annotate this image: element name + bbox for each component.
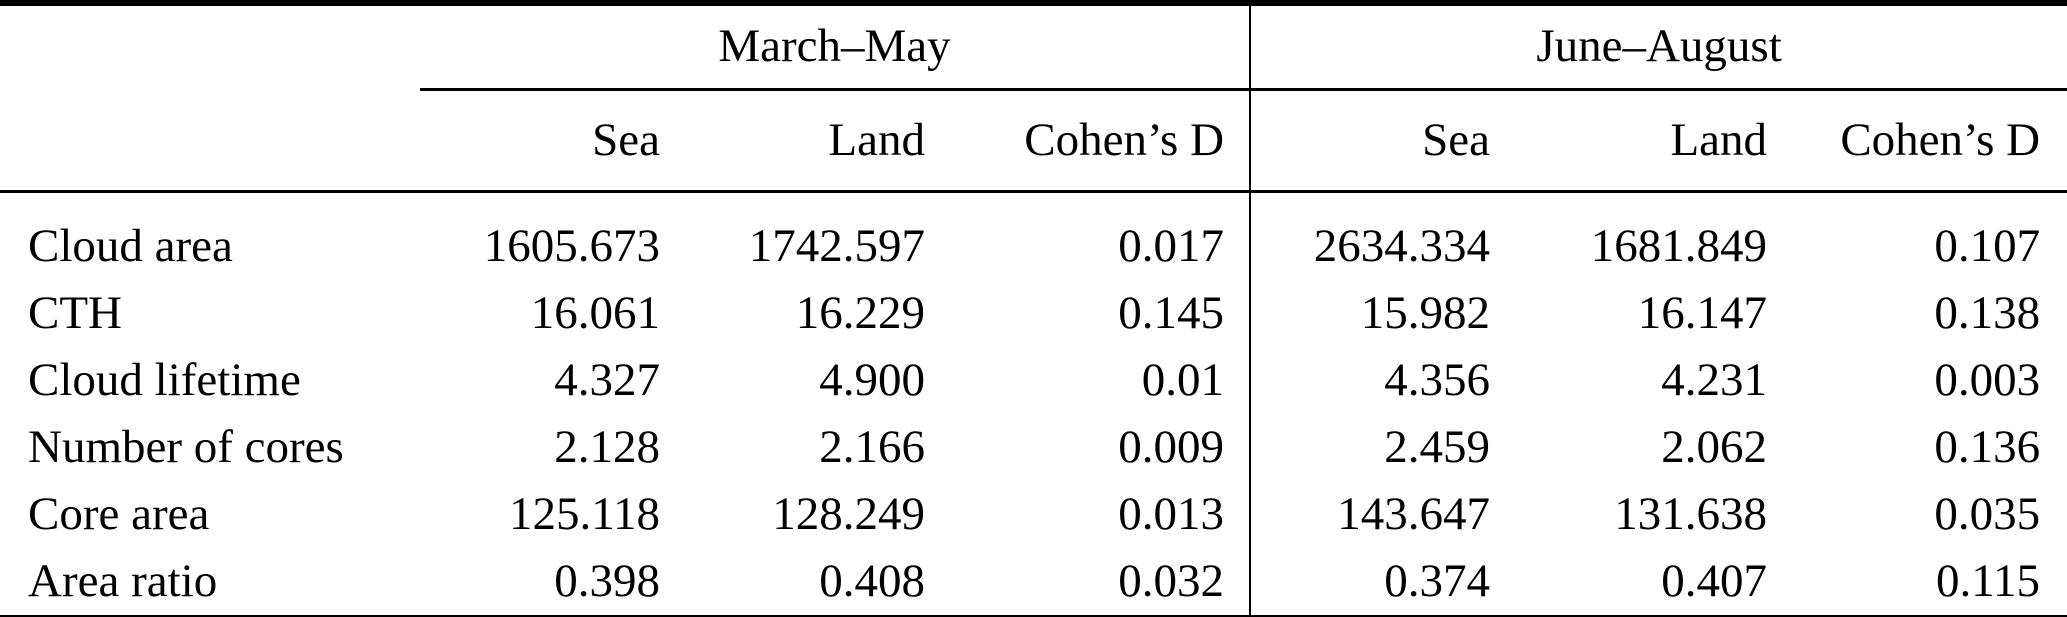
cell-ja-cohens-d: 0.107: [1934, 219, 2041, 272]
row-label: Number of cores: [28, 420, 344, 473]
cell-ja-land: 1681.849: [1590, 219, 1768, 272]
cell-ja-cohens-d: 0.003: [1934, 353, 2041, 406]
cell-mm-sea: 4.327: [554, 353, 660, 406]
corner-cell: [0, 0, 420, 90]
cell-mm-cohens-d: 0.01: [925, 347, 1252, 414]
table-row-core-area: Core area 125.118 128.249 0.013 143.647 …: [0, 481, 2067, 548]
table-row-cloud-lifetime: Cloud lifetime 4.327 4.900 0.01 4.356 4.…: [0, 347, 2067, 414]
cell-ja-land: 4.231: [1661, 353, 1768, 406]
column-header-row: Sea Land Cohen’s D Sea Land Cohen’s D: [0, 89, 2067, 193]
col-header-mm-cohens-d: Cohen’s D: [925, 89, 1252, 193]
cell-mm-sea: 125.118: [508, 487, 660, 540]
cell-ja-cohens-d: 0.136: [1934, 420, 2041, 473]
cell-mm-sea: 2.128: [554, 420, 660, 473]
cell-ja-sea: 143.647: [1337, 487, 1491, 540]
cell-mm-land: 4.900: [819, 353, 925, 406]
row-label: Area ratio: [0, 548, 420, 617]
cell-mm-land: 128.249: [772, 487, 925, 540]
corner-cell-2: [0, 89, 420, 193]
cell-ja-cohens-d: 0.115: [1767, 548, 2067, 617]
table-row-area-ratio: Area ratio 0.398 0.408 0.032 0.374 0.407…: [0, 548, 2067, 617]
row-label: Core area: [28, 487, 210, 540]
table-row-cth: CTH 16.061 16.229 0.145 15.982 16.147 0.…: [0, 280, 2067, 347]
row-label: Cloud area: [28, 219, 233, 272]
cell-ja-land: 0.407: [1495, 548, 1768, 617]
row-label: Cloud lifetime: [28, 353, 301, 406]
col-header-mm-land: Land: [660, 89, 925, 193]
cell-ja-sea: 4.356: [1384, 353, 1491, 406]
cell-mm-sea: 1605.673: [483, 219, 660, 272]
cell-ja-cohens-d: 0.035: [1934, 487, 2041, 540]
cell-mm-land: 1742.597: [748, 219, 925, 272]
col-header-ja-sea: Sea: [1250, 89, 1496, 193]
col-header-ja-cohens-d: Cohen’s D: [1767, 89, 2067, 193]
table-row-number-of-cores: Number of cores 2.128 2.166 0.009 2.459 …: [0, 414, 2067, 481]
cell-ja-cohens-d: 0.138: [1934, 286, 2041, 339]
cell-mm-land: 2.166: [819, 420, 925, 473]
cell-mm-cohens-d: 0.145: [925, 280, 1252, 347]
col-header-ja-land: Land: [1495, 89, 1768, 193]
cell-mm-cohens-d: 0.017: [925, 191, 1252, 280]
cell-ja-sea: 0.374: [1250, 548, 1496, 617]
col-header-mm-sea: Sea: [420, 89, 660, 193]
cell-ja-land: 2.062: [1661, 420, 1768, 473]
cell-mm-sea: 0.398: [420, 548, 660, 617]
group-header-march-may: March–May: [420, 0, 1252, 91]
cell-mm-cohens-d: 0.032: [925, 548, 1252, 617]
cell-ja-sea: 2.459: [1384, 420, 1491, 473]
cell-mm-sea: 16.061: [530, 286, 660, 339]
table-row-cloud-area: Cloud area 1605.673 1742.597 0.017 2634.…: [0, 191, 2067, 280]
group-header-june-august: June–August: [1250, 0, 2067, 91]
cell-mm-land: 16.229: [795, 286, 925, 339]
row-label: CTH: [28, 286, 122, 339]
cell-mm-cohens-d: 0.009: [925, 414, 1252, 481]
cell-ja-land: 131.638: [1614, 487, 1768, 540]
cell-ja-sea: 15.982: [1360, 286, 1491, 339]
cell-mm-land: 0.408: [660, 548, 925, 617]
cell-ja-land: 16.147: [1637, 286, 1768, 339]
cell-mm-cohens-d: 0.013: [925, 481, 1252, 548]
group-header-row: March–May June–August: [0, 0, 2067, 91]
cell-ja-sea: 2634.334: [1313, 219, 1491, 272]
